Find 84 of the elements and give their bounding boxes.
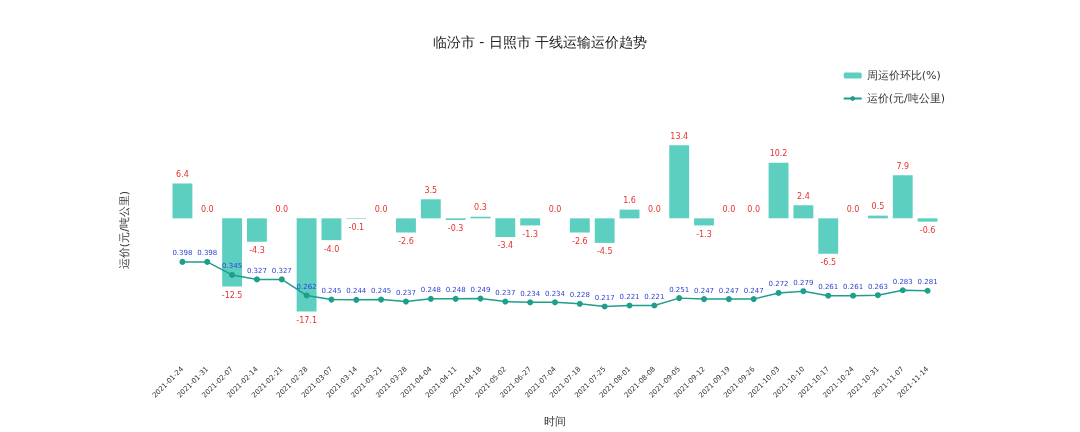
x-axis-title: 时间 xyxy=(544,415,566,428)
data-label: -1.3 xyxy=(696,229,712,239)
legend-label: 周运价环比(%) xyxy=(866,69,941,82)
point xyxy=(303,292,310,299)
point xyxy=(402,298,409,305)
bar xyxy=(793,205,814,219)
data-label: -6.5 xyxy=(820,258,837,268)
data-label: 2.4 xyxy=(797,191,810,201)
point xyxy=(477,295,484,302)
data-label: 0.0 xyxy=(747,204,761,214)
data-label: -0.6 xyxy=(919,226,936,236)
bar xyxy=(495,218,516,237)
data-label: 0.0 xyxy=(275,204,289,214)
bar xyxy=(247,218,267,242)
data-label: -4.0 xyxy=(323,244,340,254)
point xyxy=(253,276,260,283)
bar xyxy=(321,218,342,241)
data-label: -12.5 xyxy=(221,290,243,300)
data-label: -4.5 xyxy=(596,247,613,257)
point xyxy=(527,299,534,306)
bar xyxy=(296,218,317,312)
bar xyxy=(569,218,590,233)
point xyxy=(179,258,186,265)
y2-axis-title: 运价(元/吨公里) xyxy=(118,190,131,270)
data-label: -0.1 xyxy=(348,223,365,233)
point xyxy=(204,258,211,265)
bar xyxy=(818,218,839,254)
point xyxy=(725,296,732,303)
point xyxy=(378,296,385,303)
data-label: 10.2 xyxy=(769,149,788,159)
point xyxy=(502,298,509,305)
data-label: 0.5 xyxy=(871,202,885,212)
data-label: -4.3 xyxy=(249,246,265,256)
data-label: 0.0 xyxy=(722,204,736,214)
chart-title: 临汾市 - 日照市 干线运输运价趋势 xyxy=(432,34,648,50)
data-label: 0.0 xyxy=(548,204,562,214)
point xyxy=(750,296,757,303)
bar xyxy=(222,218,243,287)
point xyxy=(353,296,360,303)
point xyxy=(775,289,782,296)
point xyxy=(924,287,931,294)
data-label: 1.6 xyxy=(623,196,636,206)
bar xyxy=(420,199,441,219)
point xyxy=(552,299,558,306)
point xyxy=(601,303,608,310)
point xyxy=(874,292,881,299)
bar xyxy=(694,218,714,226)
point xyxy=(899,287,906,294)
data-label: 0.0 xyxy=(846,204,860,214)
data-label: 0.3 xyxy=(474,203,487,213)
bar xyxy=(669,145,690,219)
data-label: -3.4 xyxy=(497,241,514,251)
point xyxy=(676,295,683,302)
data-label: 0.0 xyxy=(200,204,214,214)
legend-label: 运价(元/吨公里) xyxy=(866,92,946,105)
point xyxy=(701,296,708,303)
point xyxy=(800,288,807,295)
bar xyxy=(892,175,913,219)
data-label: 6.4 xyxy=(176,169,189,179)
data-label: 13.4 xyxy=(670,131,689,141)
data-label: 3.5 xyxy=(424,185,438,195)
data-label: -1.3 xyxy=(522,229,538,239)
data-label: 7.9 xyxy=(896,161,910,171)
data-label: 0.0 xyxy=(374,204,388,214)
bar xyxy=(594,218,615,243)
point xyxy=(229,271,236,278)
data-label: -17.1 xyxy=(296,316,317,326)
point xyxy=(626,302,633,309)
data-label: -0.3 xyxy=(447,224,464,234)
bar xyxy=(768,162,789,219)
point xyxy=(328,296,335,303)
point xyxy=(427,295,434,302)
data-label: 0.0 xyxy=(647,204,661,214)
bar xyxy=(172,183,193,219)
point xyxy=(850,292,857,299)
data-label: -2.6 xyxy=(398,237,414,247)
bar xyxy=(520,218,541,226)
bar xyxy=(396,218,416,233)
data-label: -2.6 xyxy=(572,237,588,247)
point xyxy=(825,292,832,299)
point xyxy=(452,295,459,302)
point xyxy=(278,276,285,283)
bar xyxy=(917,218,938,222)
point xyxy=(576,300,583,307)
